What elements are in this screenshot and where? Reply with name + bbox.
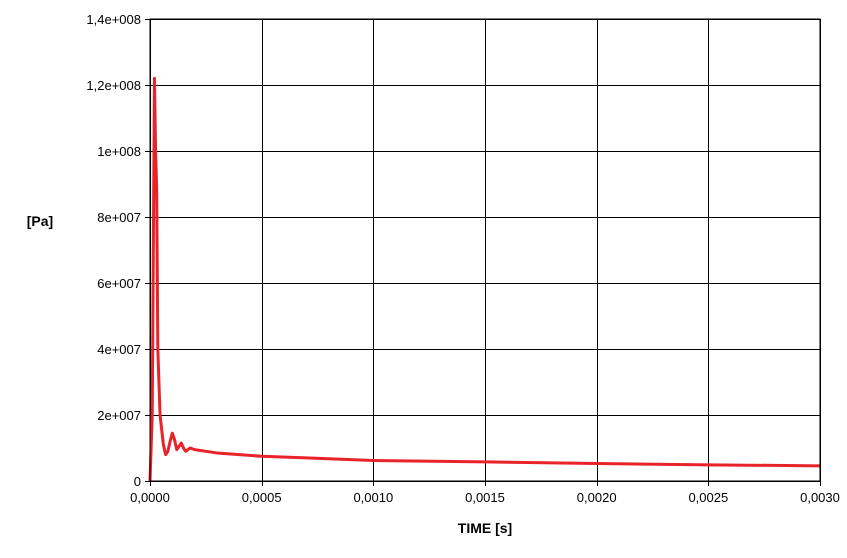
x-axis-title: TIME [s] xyxy=(458,520,512,536)
x-tick-label: 0,0020 xyxy=(577,490,617,505)
x-tick-label: 0,0030 xyxy=(800,490,840,505)
x-tick-label: 0,0025 xyxy=(688,490,728,505)
y-tick-label: 2e+007 xyxy=(97,408,141,423)
y-tick-label: 8e+007 xyxy=(97,210,141,225)
x-tick-label: 0,0015 xyxy=(465,490,505,505)
series-layer xyxy=(148,76,821,482)
y-tick-label: 1e+008 xyxy=(97,144,141,159)
grid-lines xyxy=(145,19,821,486)
y-tick-label: 6e+007 xyxy=(97,276,141,291)
y-axis-title: [Pa] xyxy=(27,213,53,229)
y-tick-label: 1,4e+008 xyxy=(86,12,141,27)
plot-frame xyxy=(149,18,821,482)
series-line xyxy=(148,76,821,482)
y-tick-label: 1,2e+008 xyxy=(86,78,141,93)
y-tick-labels: 0 2e+007 4e+007 6e+007 8e+007 1e+008 1,2e+008 1… xyxy=(86,12,141,489)
y-tick-label: 4e+007 xyxy=(97,342,141,357)
x-tick-label: 0,0010 xyxy=(353,490,393,505)
x-tick-label: 0,0000 xyxy=(130,490,170,505)
x-tick-labels: 0,0000 0,0005 0,0010 0,0015 0,0020 0,0025 0,00… xyxy=(130,490,840,505)
y-tick-label: 0 xyxy=(134,474,141,489)
x-tick-label: 0,0005 xyxy=(242,490,282,505)
